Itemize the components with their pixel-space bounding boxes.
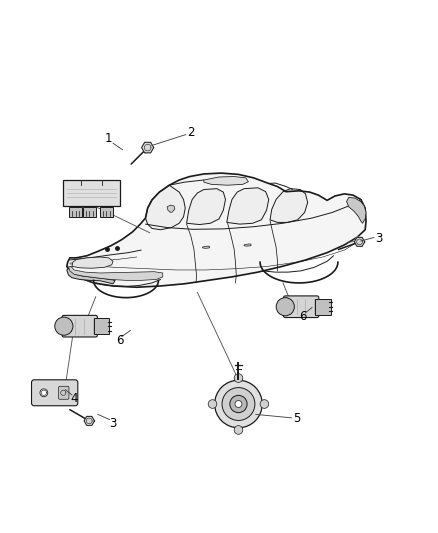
FancyBboxPatch shape: [315, 298, 331, 315]
Polygon shape: [67, 173, 366, 287]
Polygon shape: [72, 257, 113, 268]
Circle shape: [230, 395, 247, 413]
FancyBboxPatch shape: [69, 207, 82, 217]
Polygon shape: [67, 266, 115, 284]
Circle shape: [55, 317, 73, 335]
Polygon shape: [270, 189, 307, 222]
Polygon shape: [346, 197, 366, 223]
Text: 6: 6: [300, 310, 307, 322]
Polygon shape: [354, 237, 365, 246]
Circle shape: [208, 400, 217, 408]
Text: 5: 5: [293, 412, 300, 425]
FancyBboxPatch shape: [63, 180, 120, 206]
Circle shape: [260, 400, 269, 408]
FancyBboxPatch shape: [83, 207, 96, 217]
Circle shape: [60, 389, 67, 397]
Polygon shape: [145, 185, 185, 230]
FancyBboxPatch shape: [100, 207, 113, 217]
Polygon shape: [187, 189, 226, 224]
Text: 3: 3: [375, 232, 383, 245]
Text: 3: 3: [110, 417, 117, 430]
FancyBboxPatch shape: [59, 386, 69, 399]
Polygon shape: [84, 416, 95, 425]
FancyBboxPatch shape: [62, 316, 97, 337]
Polygon shape: [141, 142, 154, 153]
Text: 4: 4: [71, 392, 78, 405]
FancyBboxPatch shape: [283, 296, 319, 318]
Polygon shape: [202, 246, 209, 248]
FancyBboxPatch shape: [32, 380, 78, 406]
Circle shape: [234, 426, 243, 434]
Polygon shape: [68, 266, 163, 280]
Circle shape: [235, 401, 242, 407]
Polygon shape: [227, 188, 269, 224]
Text: 6: 6: [116, 334, 123, 346]
Polygon shape: [244, 244, 251, 246]
Circle shape: [215, 380, 262, 428]
Polygon shape: [204, 176, 248, 185]
Circle shape: [276, 297, 294, 316]
Polygon shape: [167, 205, 175, 213]
Circle shape: [222, 387, 255, 421]
Circle shape: [234, 374, 243, 382]
Circle shape: [40, 389, 48, 397]
Text: 1: 1: [105, 132, 113, 146]
Text: 2: 2: [187, 126, 194, 139]
FancyBboxPatch shape: [94, 318, 109, 334]
